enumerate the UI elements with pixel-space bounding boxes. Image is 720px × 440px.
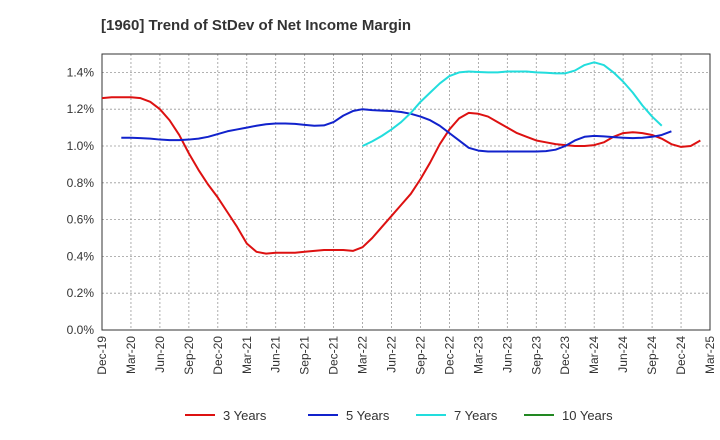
x-tick-label: Dec-19 xyxy=(95,336,109,375)
chart-title: [1960] Trend of StDev of Net Income Marg… xyxy=(101,17,411,34)
y-tick-label: 1.4% xyxy=(67,65,95,79)
legend-label: 5 Years xyxy=(346,408,390,423)
x-tick-label: Dec-23 xyxy=(558,336,572,375)
x-tick-label: Jun-24 xyxy=(616,336,630,373)
legend-label: 10 Years xyxy=(562,408,613,423)
legend-item: 3 Years xyxy=(185,408,267,423)
x-tick-label: Mar-20 xyxy=(124,336,138,374)
x-tick-label: Sep-23 xyxy=(529,336,543,375)
legend-item: 10 Years xyxy=(524,408,613,423)
x-tick-label: Jun-22 xyxy=(385,336,399,373)
y-tick-label: 0.8% xyxy=(67,176,95,190)
x-tick-label: Dec-24 xyxy=(674,336,688,375)
x-tick-label: Sep-22 xyxy=(413,336,427,375)
y-tick-label: 0.4% xyxy=(67,249,95,263)
x-tick-label: Dec-22 xyxy=(442,336,456,375)
legend-label: 7 Years xyxy=(454,408,498,423)
y-tick-label: 0.0% xyxy=(67,323,95,337)
grid xyxy=(102,54,710,330)
x-tick-label: Sep-24 xyxy=(645,336,659,375)
x-tick-label: Sep-21 xyxy=(298,336,312,375)
x-tick-label: Mar-21 xyxy=(240,336,254,374)
legend: 3 Years 5 Years 7 Years 10 Years xyxy=(185,408,613,423)
x-axis: Dec-19 Mar-20 Jun-20 Sep-20 Dec-20 Mar-21 Jun-… xyxy=(95,336,717,375)
x-tick-label: Dec-21 xyxy=(327,336,341,375)
legend-item: 7 Years xyxy=(416,408,498,423)
series-line xyxy=(362,61,663,147)
x-tick-label: Mar-22 xyxy=(356,336,370,374)
x-tick-label: Jun-23 xyxy=(500,336,514,373)
x-tick-label: Sep-20 xyxy=(182,336,196,375)
x-tick-label: Mar-24 xyxy=(587,336,601,374)
x-tick-label: Dec-20 xyxy=(211,336,225,375)
y-tick-label: 1.0% xyxy=(67,139,95,153)
axes xyxy=(101,53,711,331)
x-tick-label: Mar-25 xyxy=(703,336,717,374)
x-tick-label: Mar-23 xyxy=(471,336,485,374)
x-tick-label: Jun-20 xyxy=(153,336,167,373)
y-tick-label: 1.2% xyxy=(67,102,95,116)
legend-item: 5 Years xyxy=(308,408,390,423)
y-tick-label: 0.6% xyxy=(67,213,95,227)
x-tick-label: Jun-21 xyxy=(269,336,283,373)
plot-border xyxy=(101,53,711,331)
y-axis: 0.0% 0.2% 0.4% 0.6% 0.8% 1.0% 1.2% 1.4% xyxy=(67,65,95,337)
plot-area xyxy=(101,61,701,255)
series-line xyxy=(101,96,701,255)
y-tick-label: 0.2% xyxy=(67,286,95,300)
series-line xyxy=(121,108,672,153)
legend-label: 3 Years xyxy=(223,408,267,423)
